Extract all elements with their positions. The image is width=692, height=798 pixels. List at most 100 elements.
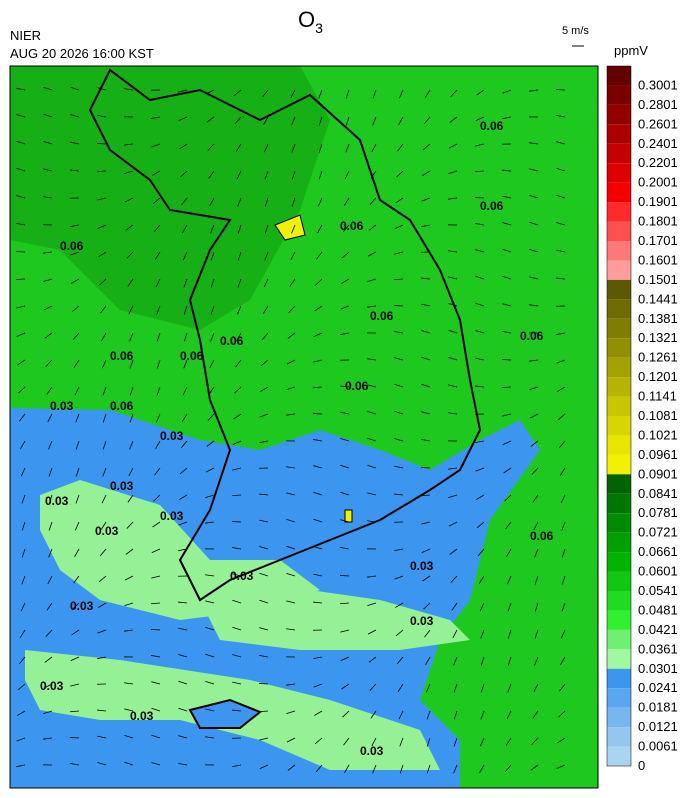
wind-arrow (398, 116, 404, 126)
wind-arrow (43, 113, 53, 118)
wind-arrow (45, 629, 53, 637)
wind-arrow (17, 683, 26, 691)
colorbar-label: 0.0901 (638, 466, 678, 481)
wind-arrow (259, 519, 269, 523)
wind-arrow (125, 224, 134, 231)
wind-arrow (75, 413, 80, 423)
wind-arrow (529, 359, 539, 362)
wind-arrow (16, 737, 26, 742)
colorbar-label: 0.2001 (638, 175, 678, 190)
wind-arrow (205, 89, 215, 95)
wind-arrow (183, 305, 188, 315)
wind-arrow (74, 521, 80, 531)
contour-label: 0.06 (340, 219, 364, 233)
wind-arrow (101, 494, 107, 504)
wind-arrow (318, 89, 323, 99)
wind-arrow (398, 710, 404, 720)
contour-label: 0.06 (345, 379, 369, 393)
wind-arrow (97, 656, 107, 660)
wind-arrow (421, 411, 431, 415)
wind-arrow (210, 332, 215, 342)
wind-arrow (317, 197, 323, 207)
contour-label: 0.06 (480, 119, 504, 133)
wind-arrow (452, 629, 458, 639)
colorbar-label: 0.0781 (638, 505, 678, 520)
wind-arrow (16, 167, 26, 172)
wind-arrow (480, 710, 485, 720)
agency: NIER (10, 28, 41, 43)
wind-arrow (97, 709, 107, 712)
wind-arrow (71, 305, 80, 313)
wind-arrow (151, 681, 161, 685)
wind-arrow (259, 599, 269, 604)
wind-arrow (237, 224, 242, 234)
wind-arrow (394, 548, 404, 552)
wind-arrow (179, 467, 188, 475)
wind-arrow (316, 251, 323, 260)
wind-arrow (151, 655, 161, 658)
wind-arrow (207, 413, 215, 421)
colorbar-label: 0.0241 (638, 680, 678, 695)
wind-arrow (394, 410, 404, 415)
wind-arrow (476, 494, 485, 500)
wind-arrow (124, 197, 134, 203)
wind-arrow (21, 494, 26, 504)
wind-arrow (453, 764, 458, 774)
wind-arrow (313, 683, 323, 688)
wind-arrow (178, 627, 188, 631)
wind-arrow (531, 467, 539, 475)
wind-arrow (367, 520, 377, 523)
wind-arrow (263, 116, 269, 125)
wind-arrow (475, 385, 485, 388)
colorbar-label: 0.0061 (638, 739, 678, 754)
wind-arrow (178, 680, 188, 685)
wind-arrow (529, 386, 539, 391)
contour-label: 0.06 (180, 349, 204, 363)
wind-arrow (286, 519, 296, 523)
wind-arrow (264, 170, 269, 180)
wind-arrow (313, 465, 323, 469)
colorbar-cell (607, 357, 631, 378)
colorbar-cell (607, 591, 631, 611)
wind-arrow (318, 170, 323, 180)
wind-arrow (20, 602, 26, 612)
wind-arrow (124, 761, 134, 766)
wind-arrow (533, 521, 539, 531)
wind-arrow (102, 386, 107, 396)
wind-arrow (448, 521, 458, 527)
coastline (88, 68, 482, 602)
wind-arrow (286, 466, 296, 469)
wind-arrow (556, 277, 566, 280)
wind-arrows (15, 86, 566, 774)
contour-label: 0.03 (160, 509, 184, 523)
wind-arrow (557, 413, 566, 421)
colorbar-cell (607, 377, 631, 397)
wind-arrow (531, 737, 539, 745)
wind-arrow (182, 224, 188, 233)
wind-arrow (209, 197, 215, 207)
wind-arrow (369, 683, 377, 691)
wind-arrow (422, 170, 431, 176)
wind-arrow (261, 332, 269, 341)
wind-arrow (506, 710, 512, 720)
wind-arrow (560, 629, 566, 639)
wind-arrow (156, 386, 161, 396)
wind-arrow (448, 250, 458, 253)
wind-arrow (450, 575, 458, 583)
unit: ppmV (614, 43, 648, 58)
colorbar-label: 0.0361 (638, 641, 678, 656)
wind-arrow (475, 467, 485, 472)
wind-arrow (73, 359, 80, 368)
wind-arrow (529, 89, 539, 92)
wind-arrow (453, 683, 458, 693)
colorbar-cell (607, 668, 631, 689)
wind-arrow (313, 656, 323, 660)
colorbar-cell (607, 104, 631, 125)
wind-arrow (448, 170, 458, 175)
wind-arrow (178, 763, 188, 766)
wind-arrow (534, 602, 539, 612)
wind-arrow (529, 168, 539, 172)
wind-arrow (43, 710, 53, 715)
wind-arrow (507, 629, 512, 639)
wind-arrow (477, 548, 485, 557)
